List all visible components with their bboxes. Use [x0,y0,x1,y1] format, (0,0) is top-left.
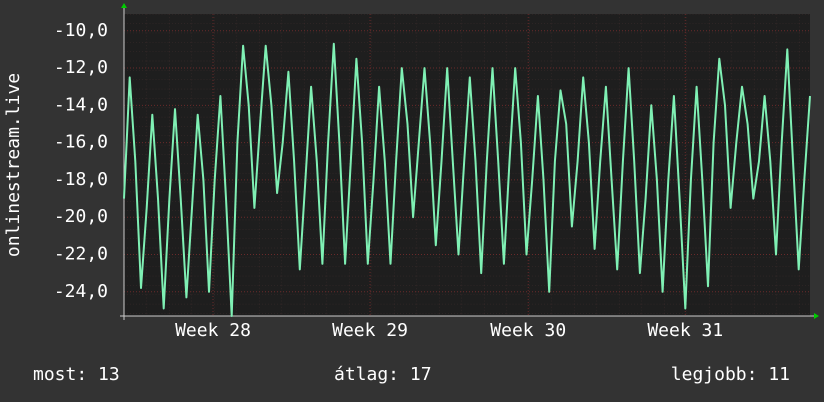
y-tick-label: -18,0 [54,169,108,190]
y-tick-label: -24,0 [54,281,108,302]
y-tick-label: -22,0 [54,243,108,264]
data-line [123,42,811,317]
y-tick-label: -20,0 [54,206,108,227]
y-tick-label: -12,0 [54,57,108,78]
x-tick-label: Week 31 [647,320,723,341]
y-tick-label: -16,0 [54,132,108,153]
footer-text: most: 13 [33,364,120,385]
y-axis-label: onlinestream.live [3,73,24,257]
y-tick-label: -10,0 [54,20,108,41]
footer-text: átlag: 17 [334,364,432,385]
x-tick-label: Week 30 [490,320,566,341]
x-tick-label: Week 28 [175,320,251,341]
footer-text: legjobb: 11 [671,364,790,385]
y-tick-label: -14,0 [54,94,108,115]
axis-arrow [121,3,127,8]
axis-arrow [814,313,819,319]
minor-grid [124,14,810,316]
x-tick-label: Week 29 [332,320,408,341]
